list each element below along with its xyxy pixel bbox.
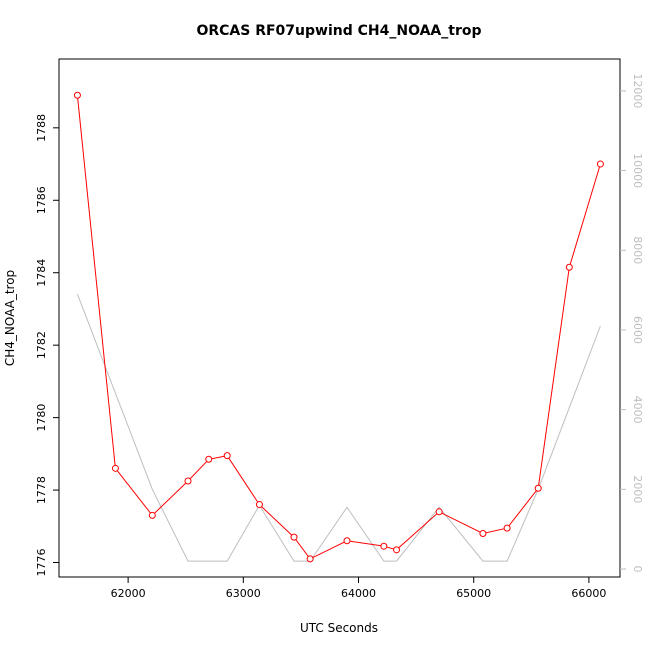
x-axis-label: UTC Seconds (300, 621, 378, 635)
y2-tick-label: 10000 (631, 153, 644, 188)
series-layer (73, 91, 604, 563)
x-tick-label: 63000 (226, 587, 261, 600)
y-tick-label: 1782 (35, 331, 48, 359)
ch4-data-point (343, 537, 351, 545)
ch4-data-point (111, 464, 119, 472)
y2-tick-label: 0 (631, 566, 644, 573)
y2-tick-label: 2000 (631, 475, 644, 503)
ch4-data-point (148, 511, 156, 519)
ch4-data-point (255, 501, 263, 509)
ch4-data-point (393, 546, 401, 554)
ch4-data-point (73, 91, 81, 99)
x-tick-label: 65000 (456, 587, 491, 600)
x-tick-label: 62000 (111, 587, 146, 600)
ch4-data-point (223, 452, 231, 460)
x-tick-label: 66000 (571, 587, 606, 600)
y2-tick-label: 6000 (631, 316, 644, 344)
y-tick-label: 1776 (35, 549, 48, 577)
ch4-data-point (503, 524, 511, 532)
ch4-data-point (534, 484, 542, 492)
y-tick-label: 1786 (35, 186, 48, 214)
ch4-data-point (290, 533, 298, 541)
y2-tick-label: 8000 (631, 236, 644, 264)
right-axis-series-line (76, 293, 601, 562)
ch4-data-point (205, 455, 213, 463)
ch4-data-point (596, 160, 604, 168)
ch4-data-point (565, 263, 573, 271)
ch4-series-line (76, 95, 601, 560)
y-tick-label: 1784 (35, 259, 48, 287)
y2-tick-label: 4000 (631, 396, 644, 424)
ch4-data-point (306, 555, 314, 563)
y2-tick-label: 12000 (631, 73, 644, 108)
chart-title: ORCAS RF07upwind CH4_NOAA_trop (196, 23, 481, 39)
y-tick-label: 1788 (35, 114, 48, 142)
axes: 62000 63000 64000 65000 66000 1776 1778 1780 178… (35, 73, 644, 600)
ch4-data-point (184, 477, 192, 485)
y-tick-label: 1778 (35, 476, 48, 504)
y-tick-label: 1780 (35, 404, 48, 432)
ch4-data-point (380, 542, 388, 550)
plot-frame (58, 58, 621, 578)
y-axis-label: CH4_NOAA_trop (3, 270, 17, 366)
x-tick-label: 64000 (341, 587, 376, 600)
ch4-data-point (435, 508, 443, 516)
ch4-data-point (479, 530, 487, 538)
